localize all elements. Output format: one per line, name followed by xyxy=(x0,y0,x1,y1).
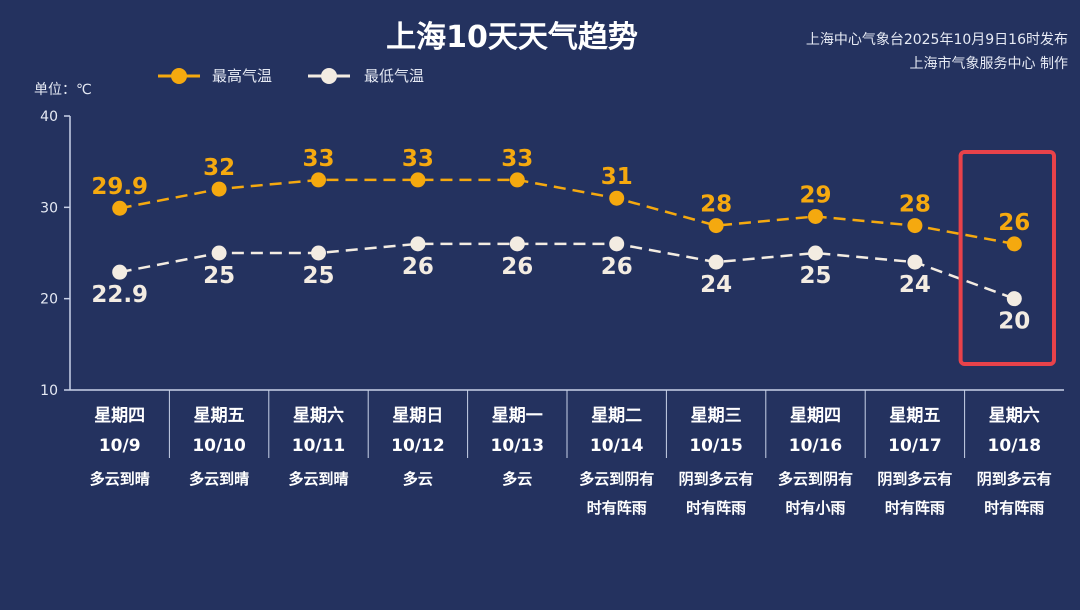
series-high-value-label: 28 xyxy=(899,192,931,218)
series-low-point[interactable] xyxy=(211,245,227,261)
series-high-point[interactable] xyxy=(211,181,227,197)
y-tick-label: 20 xyxy=(40,292,58,308)
weather-description: 多云 xyxy=(502,470,532,488)
series-high-point[interactable] xyxy=(1006,236,1022,252)
x-date-label: 10/10 xyxy=(192,436,246,456)
weather-description: 多云到晴 xyxy=(189,470,249,488)
highlight-box xyxy=(958,150,1056,366)
legend-item-high[interactable]: 最高气温 xyxy=(158,67,272,85)
legend-high-marker xyxy=(171,68,187,84)
weather-description: 时有阵雨 xyxy=(984,499,1044,517)
series-low-point[interactable] xyxy=(509,236,525,252)
weather-description: 多云到阴有 xyxy=(778,470,853,488)
chart-title: 上海10天天气趋势 xyxy=(386,20,638,55)
x-date-label: 10/18 xyxy=(988,436,1042,456)
legend: 最高气温 最低气温 xyxy=(158,67,424,85)
series-low: 22.9 25 25 26 26 26 24 25 24 20 xyxy=(91,236,1030,335)
x-weekday-label: 星期二 xyxy=(591,406,642,426)
x-date-label: 10/15 xyxy=(689,436,743,456)
x-weekday-label: 星期三 xyxy=(691,406,742,426)
series-high-point[interactable] xyxy=(907,218,923,234)
x-date-label: 10/17 xyxy=(888,436,942,456)
weather-description: 多云到晴 xyxy=(90,470,150,488)
series-high-value-label: 29.9 xyxy=(91,174,148,200)
series-low-value-label: 25 xyxy=(203,263,235,289)
x-weekday-label: 星期六 xyxy=(293,405,344,426)
x-date-label: 10/14 xyxy=(590,436,644,456)
series-low-point[interactable] xyxy=(1006,291,1022,307)
series-low-line xyxy=(119,242,1015,300)
series-high-point[interactable] xyxy=(609,190,625,206)
series-high: 29.9 32 33 33 33 31 28 29 28 26 xyxy=(91,146,1030,252)
series-high-value-label: 33 xyxy=(501,146,533,172)
series-high-point[interactable] xyxy=(808,208,823,224)
highlight-rectangle xyxy=(958,150,1056,366)
weather-description: 多云到阴有 xyxy=(579,470,654,488)
series-high-value-label: 26 xyxy=(998,210,1030,236)
series-high-value-label: 33 xyxy=(402,146,434,172)
legend-low-label: 最低气温 xyxy=(364,67,424,85)
publisher-line-2: 上海市气象服务中心 制作 xyxy=(910,55,1068,72)
series-high-point[interactable] xyxy=(509,172,525,188)
weather-description: 多云到晴 xyxy=(288,470,348,488)
series-high-point[interactable] xyxy=(311,172,326,188)
y-tick-label: 40 xyxy=(40,109,58,125)
weather-description: 多云 xyxy=(403,470,433,488)
series-high-value-label: 31 xyxy=(601,164,633,190)
series-low-point[interactable] xyxy=(708,254,724,270)
axes: 10 20 30 40 xyxy=(40,109,1064,399)
series-low-point[interactable] xyxy=(907,254,923,270)
series-high-value-label: 33 xyxy=(302,146,334,172)
x-date-label: 10/9 xyxy=(99,436,141,456)
series-low-value-label: 26 xyxy=(501,254,533,280)
x-weekday-label: 星期五 xyxy=(889,406,940,426)
series-high-value-label: 28 xyxy=(700,192,732,218)
series-low-value-label: 24 xyxy=(899,272,931,298)
unit-label: 单位：℃ xyxy=(34,82,92,98)
series-low-value-label: 20 xyxy=(998,309,1030,335)
x-date-label: 10/16 xyxy=(789,436,843,456)
weather-description: 阴到多云有 xyxy=(977,470,1052,488)
series-high-value-label: 32 xyxy=(203,155,235,181)
x-weekday-label: 星期四 xyxy=(94,406,145,426)
series-low-point[interactable] xyxy=(112,264,128,280)
series-low-point[interactable] xyxy=(410,236,426,252)
x-date-label: 10/12 xyxy=(391,436,445,456)
weather-description: 时有阵雨 xyxy=(686,499,746,517)
weather-description: 阴到多云有 xyxy=(877,470,952,488)
y-tick-label: 30 xyxy=(40,200,58,216)
x-weekday-label: 星期六 xyxy=(989,405,1040,426)
x-categories: 星期四 10/9 多云到晴 星期五 10/10 多云到晴 星期六 10/11 多云到晴 星期日 10… xyxy=(90,390,1052,517)
x-weekday-label: 星期一 xyxy=(492,406,543,426)
legend-low-marker xyxy=(321,68,337,84)
x-weekday-label: 星期五 xyxy=(194,406,245,426)
series-low-value-label: 25 xyxy=(799,263,831,289)
legend-high-label: 最高气温 xyxy=(212,67,272,85)
series-low-value-label: 26 xyxy=(601,254,633,280)
legend-item-low[interactable]: 最低气温 xyxy=(308,67,424,85)
series-low-value-label: 24 xyxy=(700,272,732,298)
series-high-point[interactable] xyxy=(708,218,724,234)
x-date-label: 10/11 xyxy=(292,436,346,456)
series-low-value-label: 26 xyxy=(402,254,434,280)
series-high-line xyxy=(119,178,1015,246)
series-low-point[interactable] xyxy=(311,245,326,261)
x-date-label: 10/13 xyxy=(491,436,545,456)
weather-description: 阴到多云有 xyxy=(679,470,754,488)
series-low-value-label: 22.9 xyxy=(91,282,148,308)
series-low-point[interactable] xyxy=(609,236,625,252)
x-weekday-label: 星期四 xyxy=(790,406,841,426)
series-high-point[interactable] xyxy=(410,172,426,188)
weather-description: 时有阵雨 xyxy=(885,499,945,517)
series-high-point[interactable] xyxy=(112,200,128,216)
series-low-point[interactable] xyxy=(808,245,823,261)
publisher-line-1: 上海中心气象台2025年10月9日16时发布 xyxy=(806,32,1068,48)
series-low-value-label: 25 xyxy=(302,263,334,289)
series-high-value-label: 29 xyxy=(799,182,831,208)
y-tick-label: 10 xyxy=(40,383,58,399)
weather-description: 时有阵雨 xyxy=(587,499,647,517)
x-weekday-label: 星期日 xyxy=(392,406,443,426)
weather-description: 时有小雨 xyxy=(785,499,845,517)
